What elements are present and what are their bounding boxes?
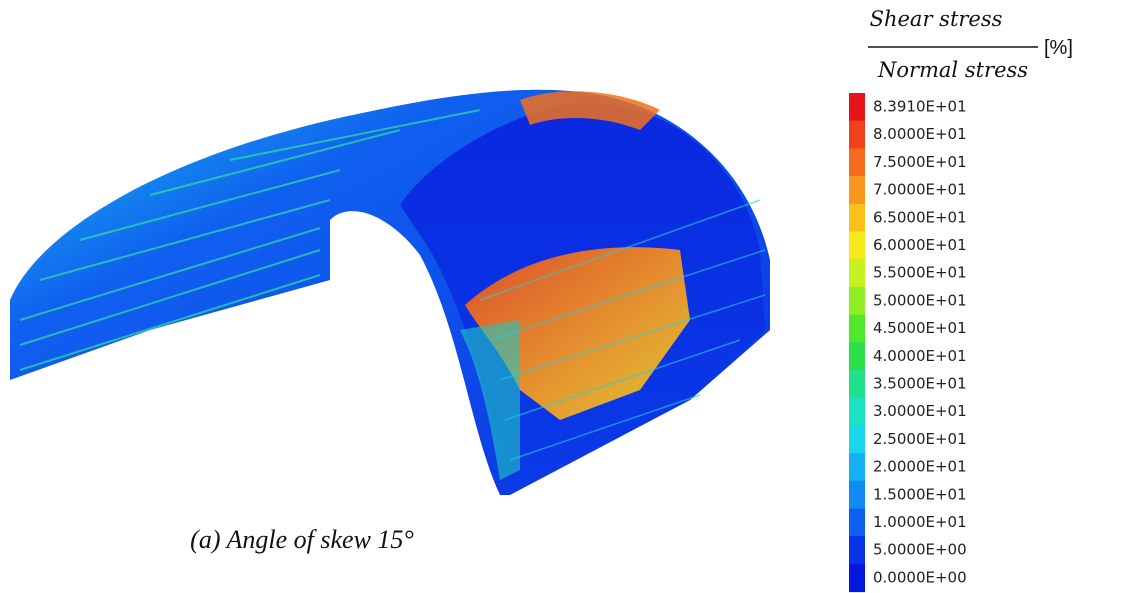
color-swatch xyxy=(849,93,865,122)
legend: Shear stress Normal stress [%] 8.3910E+0… xyxy=(849,7,1073,593)
color-swatch xyxy=(849,453,865,482)
legend-label: 5.5000E+01 xyxy=(873,264,967,282)
caption: (a) Angle of skew 15° xyxy=(190,525,414,554)
legend-rows: 8.3910E+01 8.0000E+01 7.5000E+01 7.0000E+01… xyxy=(849,93,967,593)
ribs xyxy=(479,199,766,461)
hot-zone xyxy=(520,91,660,130)
legend-unit: [%] xyxy=(1044,37,1073,59)
legend-label: 0.0000E+00 xyxy=(873,568,967,586)
color-swatch xyxy=(849,425,865,454)
edge-zone xyxy=(460,320,520,480)
contour-plot xyxy=(10,89,770,495)
ribs xyxy=(19,109,481,371)
color-swatch xyxy=(849,231,865,260)
legend-label: 1.0000E+01 xyxy=(873,513,967,531)
legend-label: 2.5000E+01 xyxy=(873,430,967,448)
legend-label: 7.5000E+01 xyxy=(873,153,967,171)
color-swatch xyxy=(849,314,865,343)
color-swatch xyxy=(849,563,865,593)
color-swatch xyxy=(849,176,865,205)
color-swatch xyxy=(849,370,865,399)
color-swatch xyxy=(849,342,865,371)
legend-label: 4.5000E+01 xyxy=(873,319,967,337)
color-swatch xyxy=(849,120,865,149)
legend-label: 5.0000E+00 xyxy=(873,541,967,559)
color-swatch xyxy=(849,480,865,509)
legend-label: 8.0000E+01 xyxy=(873,125,967,143)
legend-label: 8.3910E+01 xyxy=(873,98,967,116)
color-swatch xyxy=(849,508,865,537)
legend-label: 4.0000E+01 xyxy=(873,347,967,365)
legend-label: 3.0000E+01 xyxy=(873,402,967,420)
legend-label: 5.0000E+01 xyxy=(873,291,967,309)
legend-label: 2.0000E+01 xyxy=(873,458,967,476)
legend-label: 7.0000E+01 xyxy=(873,181,967,199)
color-swatch xyxy=(849,397,865,426)
legend-label: 3.5000E+01 xyxy=(873,375,967,393)
legend-label: 1.5000E+01 xyxy=(873,485,967,503)
color-swatch xyxy=(849,536,865,565)
color-swatch xyxy=(849,286,865,316)
legend-label: 6.5000E+01 xyxy=(873,208,967,226)
color-swatch xyxy=(849,203,865,232)
legend-denominator: Normal stress xyxy=(877,58,1028,82)
color-swatch xyxy=(849,148,865,177)
legend-numerator: Shear stress xyxy=(870,7,1003,31)
color-swatch xyxy=(849,259,865,288)
legend-label: 6.0000E+01 xyxy=(873,236,967,254)
